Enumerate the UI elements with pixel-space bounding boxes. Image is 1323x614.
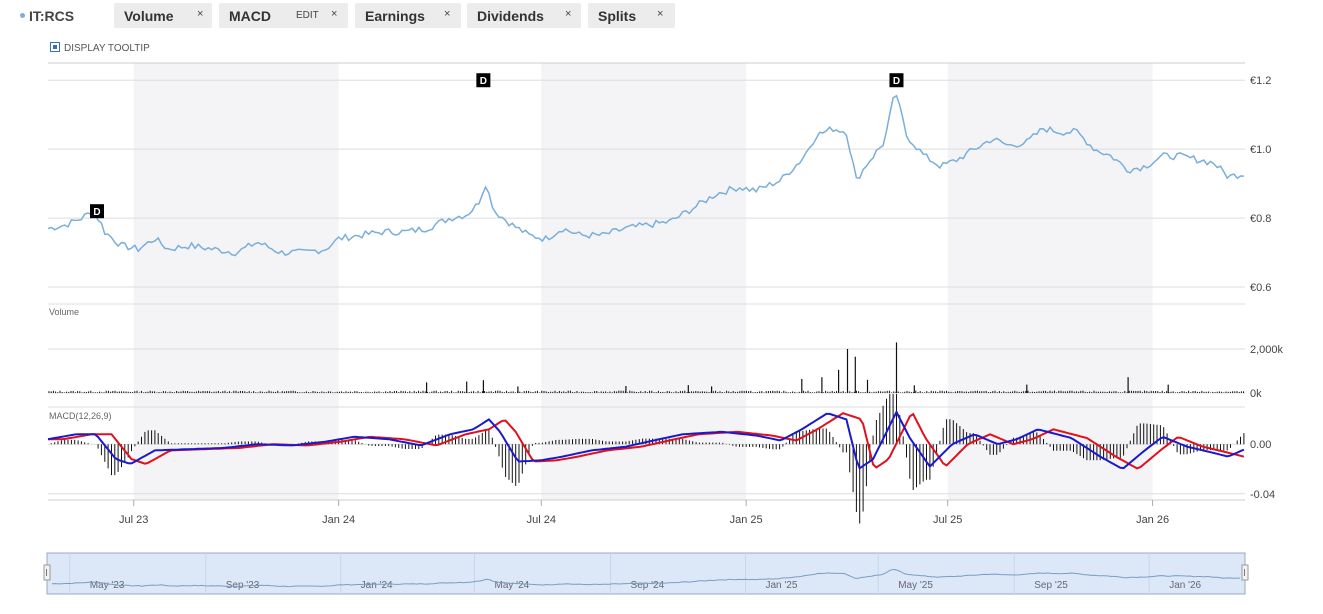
macd-signal-line[interactable] <box>48 412 1245 470</box>
chip-dividends-label: Dividends <box>477 8 544 24</box>
chip-dividends-close-icon[interactable]: × <box>565 8 572 20</box>
dividend-marker-0[interactable]: D <box>89 204 104 219</box>
price-tick-label: €0.8 <box>1250 213 1271 225</box>
x-tick-label: Jul 24 <box>527 514 556 526</box>
display-tooltip-toggle[interactable]: DISPLAY TOOLTIP <box>50 42 150 54</box>
chip-earnings[interactable]: Earnings × <box>355 3 461 28</box>
navigator-tick-label: May '24 <box>495 580 530 591</box>
dividend-marker-label: D <box>93 207 100 218</box>
macd-line[interactable] <box>47 409 1245 470</box>
navigator-tick-label: Sep '25 <box>1034 580 1068 591</box>
gridlines: €1.2 €1.0 €0.8 €0.6 <box>48 62 1271 408</box>
chip-dividends[interactable]: Dividends × <box>467 3 581 28</box>
volume-pane-label: Volume <box>49 307 79 317</box>
navigator-handle-right[interactable] <box>1241 564 1249 581</box>
macd-pane-label: MACD(12,26,9) <box>49 411 112 421</box>
chip-volume-close-icon[interactable]: × <box>197 8 204 20</box>
time-band-1 <box>541 63 747 500</box>
dividend-marker-label: D <box>480 76 487 87</box>
chip-macd-label: MACD <box>229 8 271 24</box>
navigator-tick-label: Sep '24 <box>631 580 665 591</box>
chip-earnings-close-icon[interactable]: × <box>444 8 451 20</box>
navigator-tick-label: Jan '25 <box>765 580 797 591</box>
dividend-marker-box <box>476 73 491 88</box>
chip-volume-label: Volume <box>124 8 174 24</box>
checkbox-icon[interactable] <box>50 42 60 53</box>
navigator-tick-label: Jan '24 <box>361 580 393 591</box>
price-tick-label: €1.0 <box>1250 144 1271 156</box>
ticker-text: IT:RCS <box>29 8 75 24</box>
chip-macd-edit-button[interactable]: EDIT <box>296 10 319 21</box>
navigator-tick-label: May '25 <box>898 580 933 591</box>
x-tick-label: Jul 23 <box>119 514 148 526</box>
chip-splits[interactable]: Splits × <box>588 3 675 28</box>
dividend-marker-box <box>89 204 104 219</box>
price-tick-label: €1.2 <box>1250 75 1271 87</box>
chip-volume[interactable]: Volume × <box>114 3 212 28</box>
volume-tick-label: 2,000k <box>1250 344 1284 356</box>
time-band-0 <box>133 63 339 500</box>
x-tick-label: Jan 24 <box>322 514 355 526</box>
navigator-tick-label: Jan '26 <box>1169 580 1201 591</box>
chip-splits-close-icon[interactable]: × <box>657 8 664 20</box>
navigator-handle-left[interactable] <box>43 564 51 581</box>
toolbar: IT:RCS Volume × MACD EDIT × Earnings × D… <box>0 0 1323 32</box>
macd-pane[interactable]: MACD(12,26,9) 0.00 -0.04 <box>47 393 1275 524</box>
chip-macd[interactable]: MACD EDIT × <box>219 3 348 28</box>
chip-macd-close-icon[interactable]: × <box>331 8 338 20</box>
price-tick-label: €0.6 <box>1250 282 1271 294</box>
navigator-tick-label: May '23 <box>90 580 125 591</box>
navigator-tick-label: Sep '23 <box>226 580 260 591</box>
price-pane[interactable]: D D D <box>47 73 1244 257</box>
dividend-marker-1[interactable]: D <box>476 73 491 88</box>
price-series-line[interactable] <box>47 94 1244 257</box>
x-tick-label: Jan 26 <box>1136 514 1169 526</box>
series-dot-icon <box>20 12 25 18</box>
macd-tick-label: 0.00 <box>1250 439 1271 451</box>
dividend-marker-box <box>889 73 904 88</box>
x-tick-label: Jul 25 <box>933 514 962 526</box>
ticker-label[interactable]: IT:RCS <box>20 8 74 24</box>
time-bands <box>133 63 1153 500</box>
chip-earnings-label: Earnings <box>365 8 425 24</box>
volume-tick-label: 0k <box>1250 388 1262 400</box>
x-tick-label: Jan 25 <box>730 514 763 526</box>
macd-tick-label: -0.04 <box>1250 489 1275 501</box>
dividend-marker-2[interactable]: D <box>889 73 904 88</box>
time-band-2 <box>947 63 1153 500</box>
display-tooltip-label: DISPLAY TOOLTIP <box>64 43 150 54</box>
navigator[interactable]: May '23 Sep '23 Jan '24 May '24 Sep '24 Jan '… <box>43 552 1249 595</box>
chip-splits-label: Splits <box>598 8 637 24</box>
navigator-series-line <box>51 568 1240 588</box>
volume-pane[interactable]: Volume 2,000k 0k <box>48 307 1284 400</box>
dividend-marker-label: D <box>893 76 900 87</box>
x-axis: Jul 23 Jan 24 Jul 24 Jan 25 Jul 25 Jan 26 <box>119 500 1169 526</box>
